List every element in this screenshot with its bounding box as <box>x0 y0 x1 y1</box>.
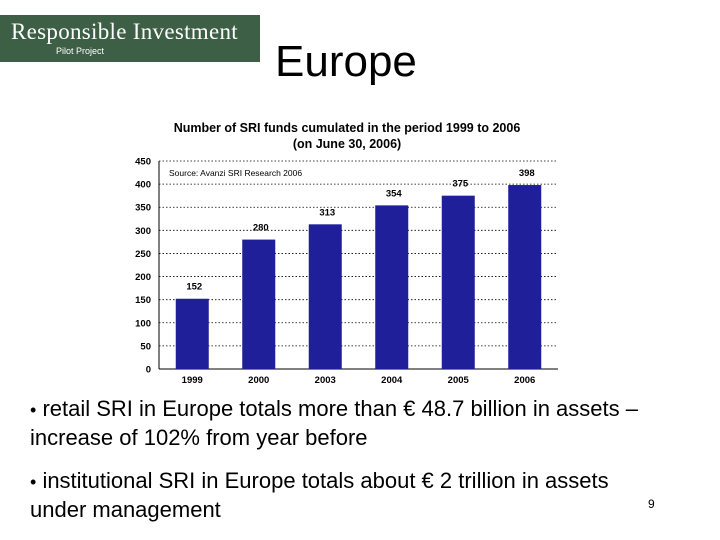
bullet-marker: • <box>30 472 37 492</box>
bar-value-label: 354 <box>386 188 403 199</box>
chart-svg: Number of SRI funds cumulated in the per… <box>135 121 558 386</box>
x-tick-label: 2003 <box>315 375 336 386</box>
x-tick-label: 2005 <box>448 375 470 386</box>
x-axis-ticks: 1999 2000 2003 2004 2005 2006 <box>182 375 536 386</box>
bar-value-label: 375 <box>452 179 469 190</box>
bullet-retail-sri: • retail SRI in Europe totals more than … <box>30 395 670 452</box>
chart-subtitle: (on June 30, 2006) <box>293 137 401 151</box>
bar-value-label: 313 <box>319 207 335 218</box>
bar-2006 <box>508 185 542 369</box>
x-tick-label: 2004 <box>381 375 403 386</box>
bullet-text: institutional SRI in Europe totals about… <box>30 468 609 522</box>
page-number: 9 <box>648 497 655 511</box>
bar-value-label: 152 <box>186 282 202 293</box>
y-axis-ticks: 0 50 100 150 200 250 300 350 400 450 <box>135 157 151 376</box>
grid-lines <box>158 160 558 370</box>
slide-title: Europe <box>275 37 417 86</box>
bar-2005 <box>441 195 475 369</box>
value-labels: 152 280 313 354 375 398 <box>186 168 534 293</box>
y-tick-label: 0 <box>146 365 151 376</box>
y-tick-label: 200 <box>135 272 151 283</box>
y-tick-label: 150 <box>135 295 151 306</box>
y-tick-label: 50 <box>140 341 151 352</box>
y-tick-label: 100 <box>135 318 151 329</box>
logo-title: Responsible Investment <box>11 19 238 44</box>
y-tick-label: 350 <box>135 203 151 214</box>
bar-value-label: 398 <box>519 168 535 179</box>
bullet-institutional-sri: • institutional SRI in Europe totals abo… <box>30 467 670 524</box>
logo-subtitle: Pilot Project <box>56 46 105 56</box>
bar-chart: Number of SRI funds cumulated in the per… <box>110 115 570 390</box>
bullet-text: retail SRI in Europe totals more than € … <box>30 396 638 450</box>
bar-2000 <box>242 239 276 369</box>
x-tick-label: 2000 <box>248 375 269 386</box>
x-tick-label: 2006 <box>514 375 535 386</box>
bars <box>175 185 542 369</box>
bullet-marker: • <box>30 400 37 420</box>
x-tick-label: 1999 <box>182 375 203 386</box>
logo: Responsible Investment Pilot Project <box>0 15 260 62</box>
y-tick-label: 450 <box>135 157 151 168</box>
chart-source: Source: Avanzi SRI Research 2006 <box>169 168 302 178</box>
bar-2003 <box>308 224 342 369</box>
y-tick-label: 300 <box>135 226 151 237</box>
y-tick-label: 400 <box>135 180 151 191</box>
bar-value-label: 280 <box>253 223 269 234</box>
chart-title: Number of SRI funds cumulated in the per… <box>174 121 521 135</box>
bar-1999 <box>175 298 209 369</box>
bar-2004 <box>375 205 409 369</box>
y-tick-label: 250 <box>135 249 151 260</box>
